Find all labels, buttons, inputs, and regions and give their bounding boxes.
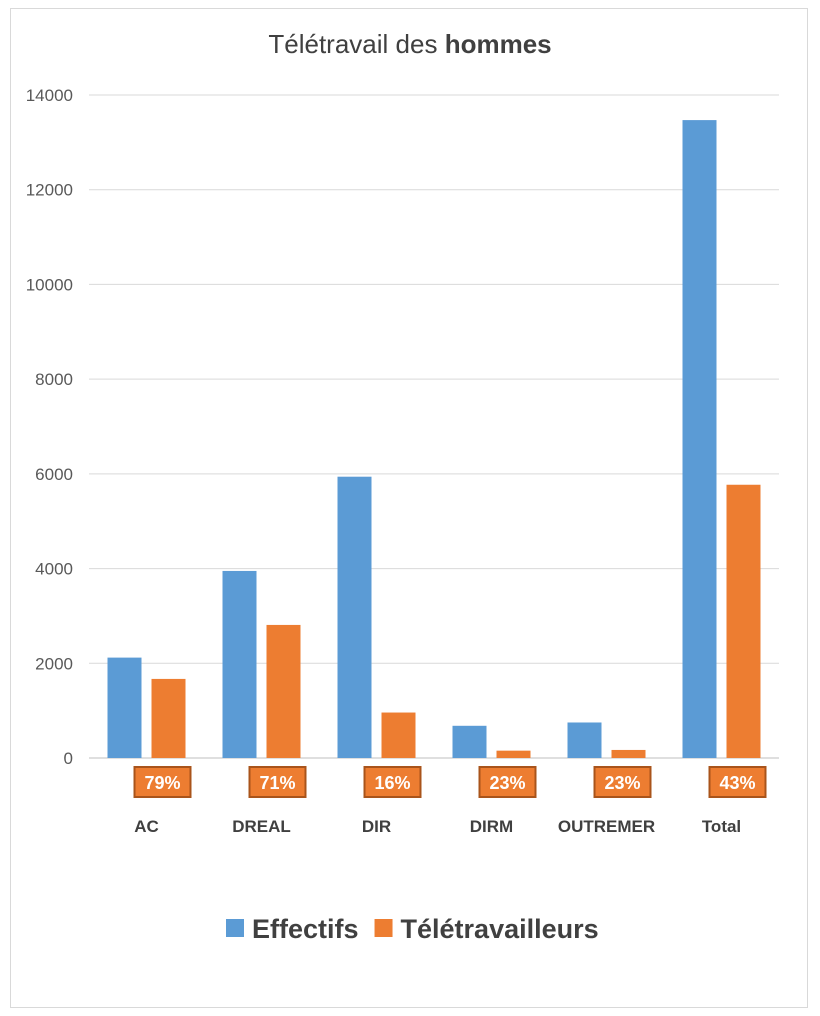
legend-entry: Effectifs [252, 914, 359, 944]
x-category-label: AC [134, 817, 159, 836]
bars [107, 120, 761, 758]
bar-effectifs-dir [337, 476, 372, 758]
rate-label: 79% [144, 773, 180, 793]
chart-title: Télétravail des hommes [268, 29, 551, 59]
legend-swatch [374, 919, 393, 937]
legend-entry: Télétravailleurs [401, 914, 599, 944]
legend-swatch [226, 919, 244, 937]
chart-frame: Télétravail des hommes 0 2000 4000 6000 8000… [10, 8, 808, 1008]
y-axis-ticks: 0 2000 4000 6000 8000 10000 12000 14000 [26, 86, 73, 768]
bar-t-l-travailleurs-ac [151, 678, 186, 758]
bar-effectifs-outremer [567, 722, 602, 758]
rate-label: 23% [489, 773, 525, 793]
y-tick-label: 12000 [26, 181, 73, 200]
x-category-label: Total [702, 817, 741, 836]
chart-title-part-2: hommes [445, 29, 552, 59]
bar-chart: Télétravail des hommes 0 2000 4000 6000 8000… [26, 29, 779, 944]
rate-label: 71% [259, 773, 295, 793]
bar-effectifs-ac [107, 657, 142, 758]
y-tick-label: 14000 [26, 86, 73, 105]
x-category-label: DIRM [470, 817, 513, 836]
x-category-label: DREAL [232, 817, 291, 836]
rate-label-box [478, 766, 537, 798]
legend: Effectifs Télétravailleurs [226, 914, 599, 944]
rate-label: 43% [719, 773, 755, 793]
y-tick-label: 4000 [35, 560, 73, 579]
bar-effectifs-total [682, 120, 717, 758]
rate-labels: 79% 71% 16% 23% 23% 43% [133, 766, 767, 798]
y-tick-label: 0 [64, 749, 73, 768]
bar-t-l-travailleurs-dirm [496, 750, 531, 758]
bar-t-l-travailleurs-dreal [266, 624, 301, 758]
rate-label: 23% [604, 773, 640, 793]
gridlines [89, 94, 779, 759]
bar-t-l-travailleurs-total [726, 484, 761, 758]
rate-label-box [363, 766, 422, 798]
y-tick-label: 10000 [26, 275, 73, 294]
rate-label-box [593, 766, 652, 798]
rate-label-box [248, 766, 307, 798]
bar-t-l-travailleurs-outremer [611, 749, 646, 758]
x-category-label: DIR [362, 817, 391, 836]
rate-label-box [133, 766, 192, 798]
y-tick-label: 2000 [35, 654, 73, 673]
chart-title-part-1: Télétravail des [268, 29, 444, 59]
y-tick-label: 8000 [35, 370, 73, 389]
x-category-label: OUTREMER [558, 817, 655, 836]
bar-effectifs-dreal [222, 570, 257, 758]
bar-t-l-travailleurs-dir [381, 712, 416, 758]
x-axis-categories: AC DREAL DIR DIRM OUTREMER Total [134, 817, 741, 836]
bar-effectifs-dirm [452, 725, 487, 758]
rate-label: 16% [374, 773, 410, 793]
rate-label-box [708, 766, 767, 798]
y-tick-label: 6000 [35, 465, 73, 484]
